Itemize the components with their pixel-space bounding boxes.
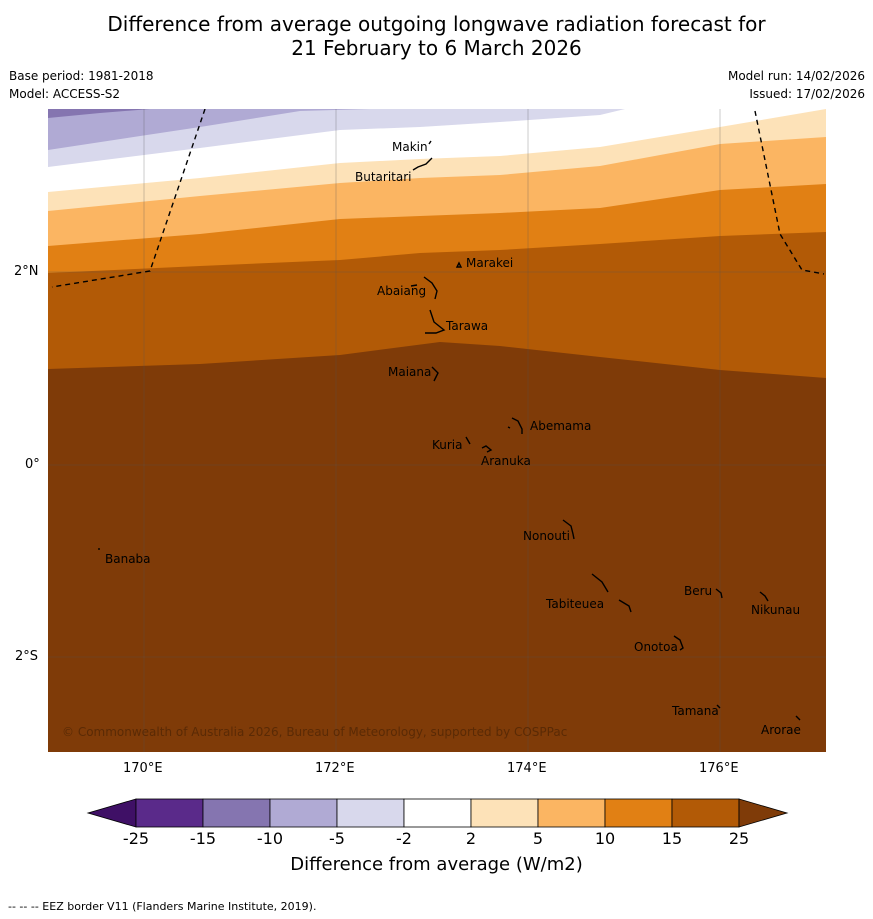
place-labels: Makin Butaritari Marakei Abaiang Tarawa … bbox=[105, 140, 801, 737]
base-period: Base period: 1981-2018 bbox=[9, 69, 154, 83]
place-tabiteuea: Tabiteuea bbox=[545, 597, 604, 611]
colorbar-seg-2 bbox=[202, 798, 271, 828]
colorbar-seg-7 bbox=[537, 798, 606, 828]
maiana-outline bbox=[431, 366, 439, 382]
colorbar-title: Difference from average (W/m2) bbox=[290, 854, 583, 875]
lon-label-174: 174°E bbox=[507, 761, 547, 776]
abaiang-outline bbox=[410, 276, 438, 300]
colorbar-low-arrow bbox=[86, 798, 137, 828]
place-beru: Beru bbox=[684, 584, 712, 598]
meta-left: Base period: 1981-2018 Model: ACCESS-S2 bbox=[9, 67, 154, 103]
kuria-aranuka-outline bbox=[465, 436, 493, 453]
colorbar-tick: -10 bbox=[256, 829, 284, 848]
place-arorae: Arorae bbox=[761, 723, 801, 737]
issued-date: Issued: 17/02/2026 bbox=[749, 87, 865, 101]
nonouti-outline bbox=[562, 519, 575, 540]
colorbar-high-arrow bbox=[738, 798, 789, 828]
lon-label-176: 176°E bbox=[699, 761, 739, 776]
beru-outline bbox=[715, 588, 723, 599]
colorbar-tick: -25 bbox=[122, 829, 150, 848]
place-onotoa: Onotoa bbox=[634, 640, 678, 654]
colorbar-tick: 2 bbox=[465, 829, 477, 848]
colorbar-seg-5 bbox=[403, 798, 472, 828]
colorbar-seg-9 bbox=[671, 798, 740, 828]
colorbar-tick: 5 bbox=[532, 829, 544, 848]
colorbar-tick: -15 bbox=[189, 829, 217, 848]
place-maiana: Maiana bbox=[388, 365, 431, 379]
place-tarawa: Tarawa bbox=[445, 319, 488, 333]
title-line-2: 21 February to 6 March 2026 bbox=[291, 36, 582, 60]
lon-label-170: 170°E bbox=[123, 761, 163, 776]
eez-border bbox=[51, 109, 825, 288]
lat-label-2n: 2°N bbox=[14, 264, 39, 279]
onotoa-outline bbox=[673, 635, 684, 651]
colorbar-seg-3 bbox=[269, 798, 338, 828]
model-run: Model run: 14/02/2026 bbox=[727, 69, 865, 83]
copyright-text: © Commonwealth of Australia 2026, Bureau… bbox=[62, 725, 567, 739]
makin-outline bbox=[412, 140, 433, 171]
colorbar bbox=[86, 798, 789, 828]
colorbar-tick: -5 bbox=[329, 829, 345, 848]
arorae-outline bbox=[795, 715, 801, 721]
colorbar-tick: 15 bbox=[661, 829, 683, 848]
place-makin: Makin bbox=[392, 140, 428, 154]
tamana-outline bbox=[716, 704, 721, 709]
place-tamana: Tamana bbox=[671, 704, 719, 718]
lat-label-2s: 2°S bbox=[15, 649, 39, 664]
band-neg15-neg10 bbox=[48, 109, 150, 118]
lat-label-0: 0° bbox=[25, 457, 40, 472]
place-marakei: Marakei bbox=[466, 256, 513, 270]
lon-label-172: 172°E bbox=[315, 761, 355, 776]
place-kuria: Kuria bbox=[432, 438, 463, 452]
place-nikunau: Nikunau bbox=[751, 603, 800, 617]
place-butaritari: Butaritari bbox=[355, 170, 412, 184]
title-line-1: Difference from average outgoing longwav… bbox=[107, 12, 766, 36]
place-aranuka: Aranuka bbox=[481, 454, 531, 468]
model-name: Model: ACCESS-S2 bbox=[9, 87, 121, 101]
colorbar-tick: 25 bbox=[728, 829, 750, 848]
place-banaba: Banaba bbox=[105, 552, 151, 566]
colorbar-seg-8 bbox=[604, 798, 673, 828]
colorbar-tick: 10 bbox=[594, 829, 616, 848]
map-panel: Makin Butaritari Marakei Abaiang Tarawa … bbox=[48, 109, 826, 752]
eez-footer: -- -- -- EEZ border V11 (Flanders Marine… bbox=[8, 900, 317, 913]
colorbar-tick: -2 bbox=[396, 829, 412, 848]
abemama-outline bbox=[507, 417, 523, 434]
colorbar-seg-6 bbox=[470, 798, 539, 828]
colorbar-seg-4 bbox=[336, 798, 405, 828]
tabiteuea-outline bbox=[591, 573, 632, 613]
map-title: Difference from average outgoing longwav… bbox=[0, 12, 873, 60]
nikunau-outline bbox=[759, 591, 769, 602]
marakei-outline bbox=[455, 261, 463, 268]
place-abemama: Abemama bbox=[530, 419, 591, 433]
band-neg10-neg5 bbox=[48, 109, 370, 150]
tarawa-outline bbox=[425, 309, 446, 334]
meta-right: Model run: 14/02/2026 Issued: 17/02/2026 bbox=[728, 67, 865, 103]
graticule bbox=[48, 109, 826, 752]
islands bbox=[98, 140, 801, 721]
place-abaiang: Abaiang bbox=[377, 284, 426, 298]
colorbar-seg-1 bbox=[135, 798, 204, 828]
place-nonouti: Nonouti bbox=[523, 529, 570, 543]
